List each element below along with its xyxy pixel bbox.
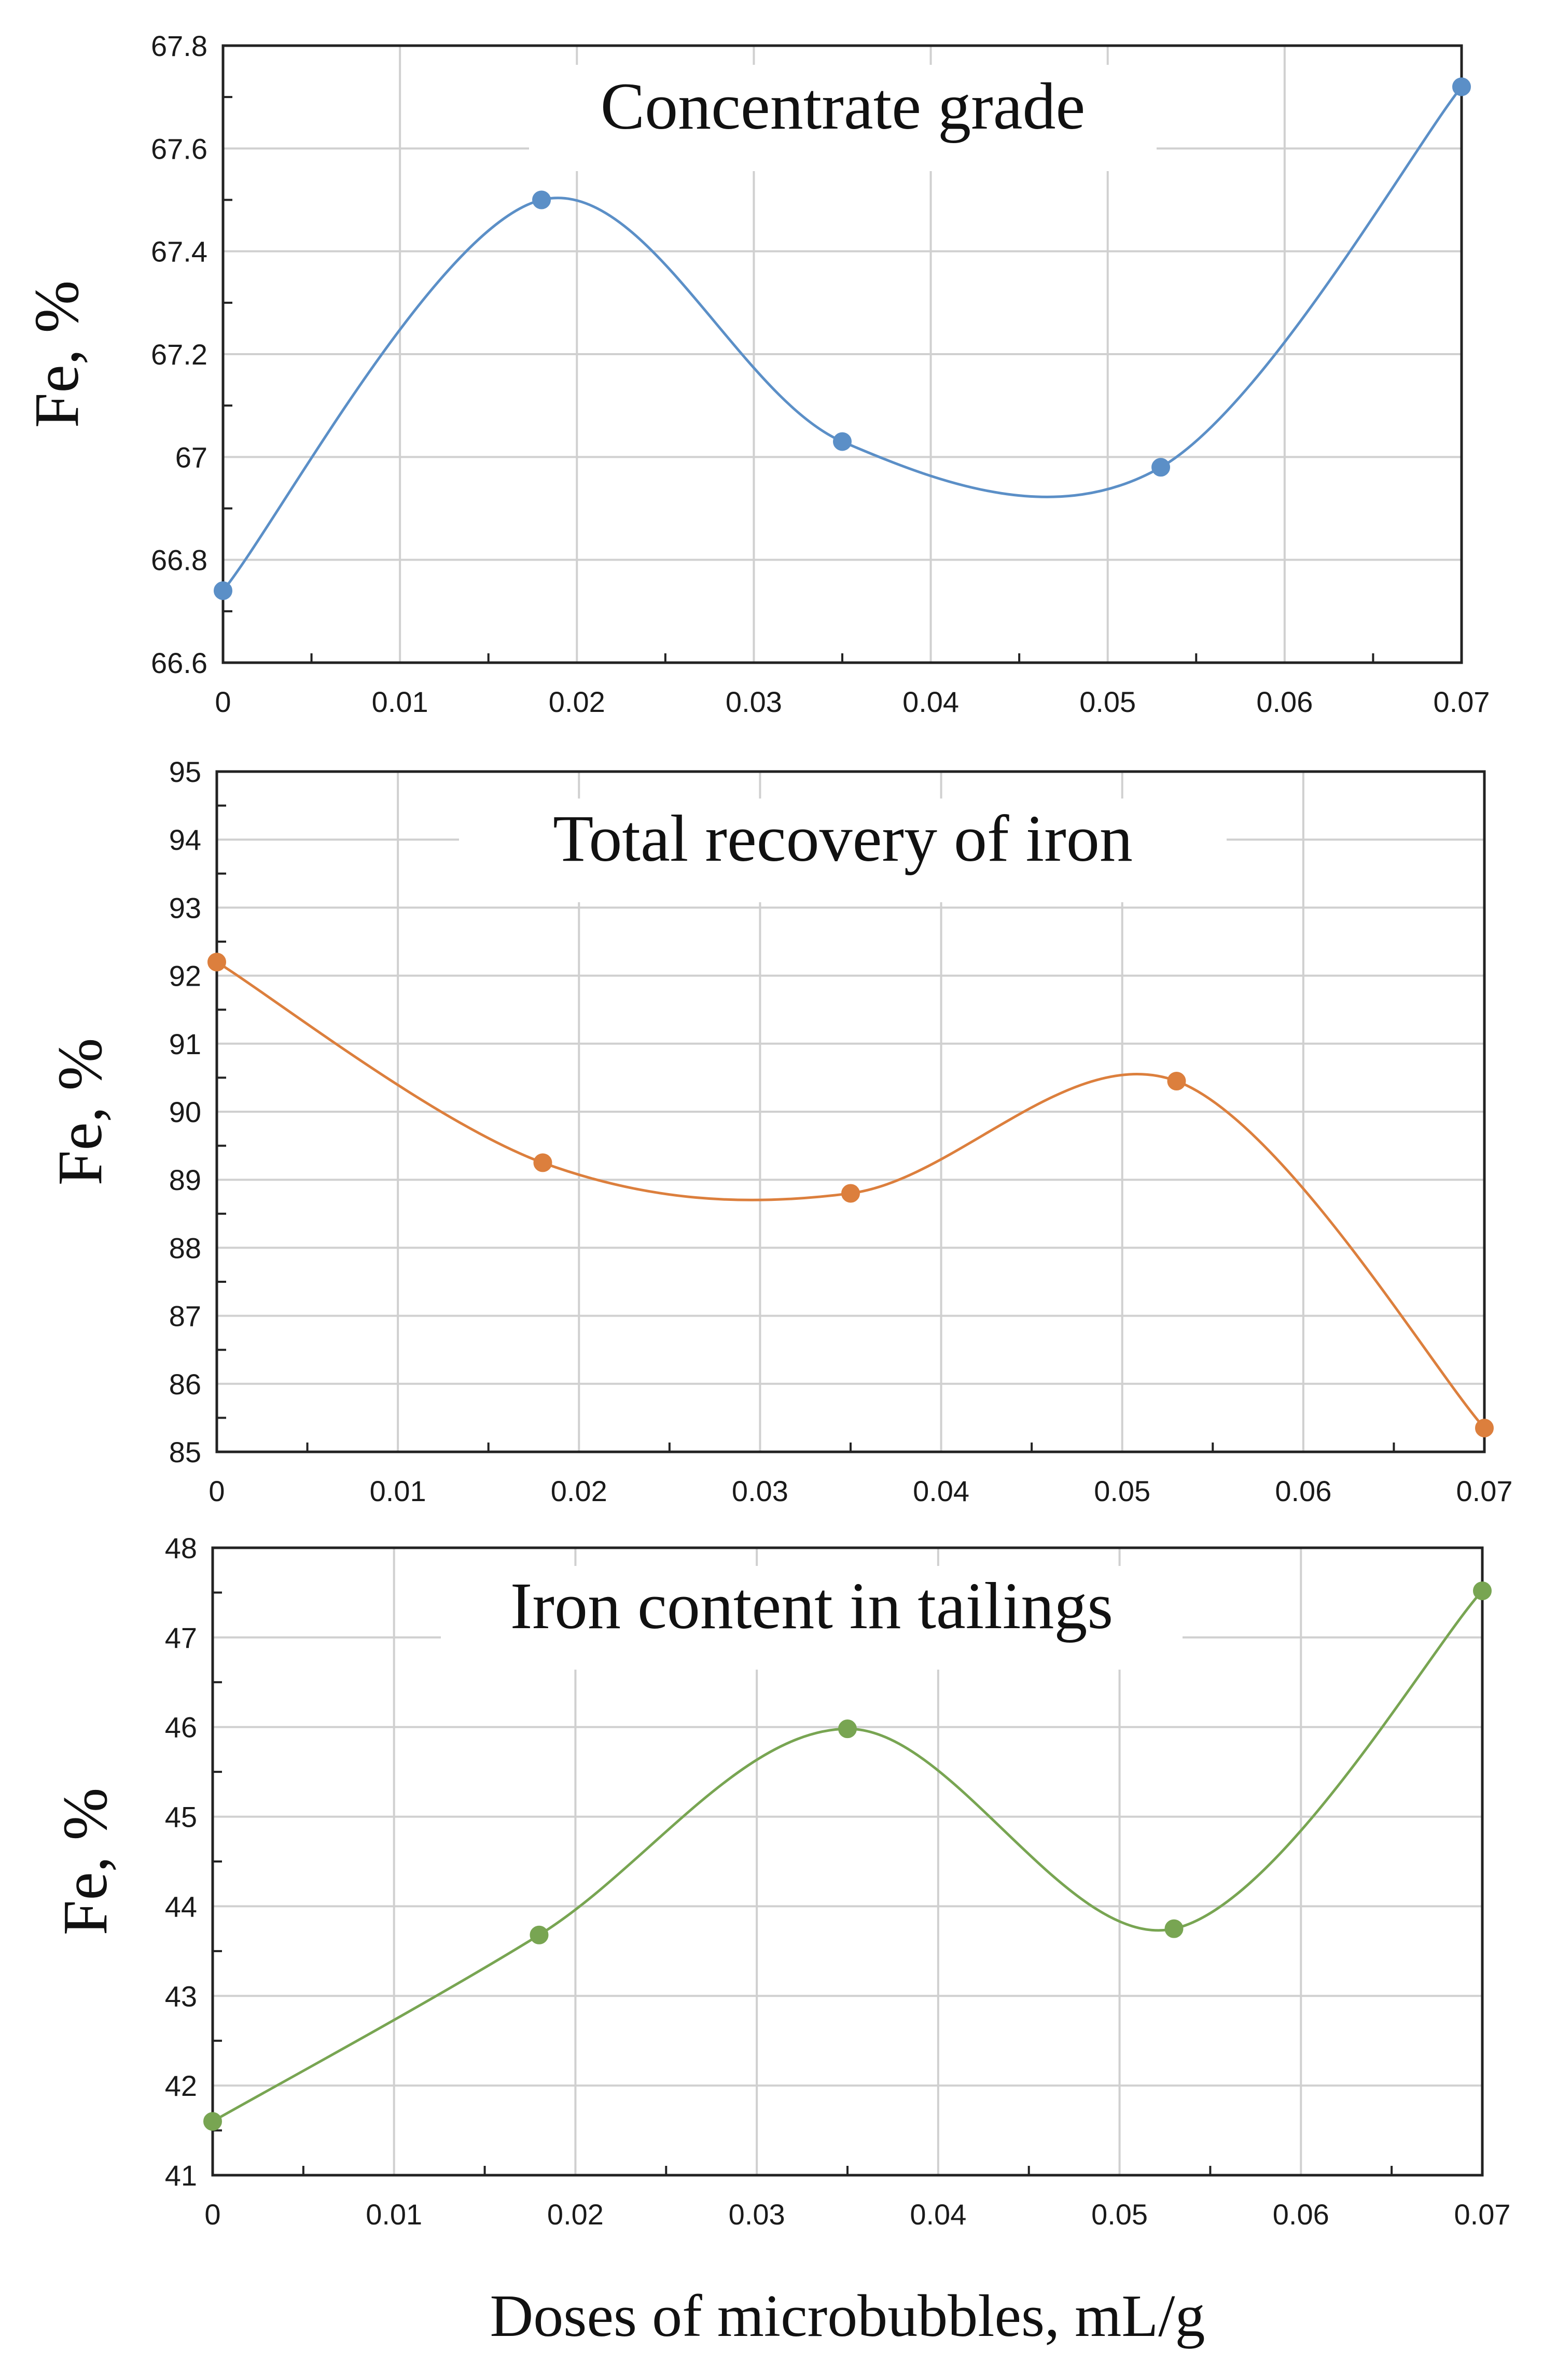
x-tick-label: 0.03: [732, 1475, 788, 1507]
x-tick-label: 0.04: [913, 1475, 969, 1507]
y-tick-label: 45: [165, 1801, 197, 1833]
y-tick-label: 42: [165, 2069, 197, 2102]
data-point: [1151, 458, 1171, 477]
data-point: [841, 1184, 860, 1203]
x-tick-label: 0.06: [1256, 685, 1313, 718]
x-axis-label: Doses of microbubbles, mL/g: [490, 2283, 1205, 2349]
series-line: [216, 961, 1485, 1429]
y-tick-label: 91: [169, 1028, 201, 1060]
y-tick-label: 48: [165, 1532, 197, 1564]
series-line: [212, 1590, 1483, 2123]
series-line: [222, 86, 1463, 592]
x-tick-label: 0.06: [1275, 1475, 1331, 1507]
chart-title: Concentrate grade: [601, 69, 1086, 143]
data-point: [214, 581, 232, 600]
y-tick-label: 41: [165, 2159, 197, 2192]
data-point: [833, 432, 852, 451]
x-tick-label: 0.01: [372, 685, 428, 718]
x-tick-label: 0.03: [726, 685, 782, 718]
y-axis-label: Fe, %: [45, 1038, 115, 1186]
y-tick-label: 44: [165, 1890, 197, 1923]
x-tick-label: 0.05: [1079, 685, 1136, 718]
x-tick-label: 0.06: [1273, 2198, 1329, 2231]
x-tick-label: 0.02: [549, 685, 605, 718]
y-tick-label: 85: [169, 1436, 201, 1468]
x-tick-label: 0: [208, 1475, 225, 1507]
y-axis-label: Fe, %: [22, 281, 92, 428]
y-tick-label: 86: [169, 1368, 201, 1401]
y-tick-label: 94: [169, 823, 201, 856]
y-tick-label: 66.6: [151, 647, 207, 679]
x-tick-label: 0.01: [366, 2198, 422, 2231]
chart-panel-3: 0 0.01 0.02 0.03 0.04 0.05 0.06 0.07 41 42 43 44 45 4…: [50, 1532, 1511, 2349]
data-point: [203, 2112, 222, 2131]
data-point: [532, 190, 551, 209]
chart-title-background: [459, 799, 1227, 902]
data-point: [1164, 1919, 1184, 1938]
y-tick-label: 67.2: [151, 338, 207, 371]
y-tick-label: 88: [169, 1231, 201, 1264]
x-tick-label: 0.01: [370, 1475, 426, 1507]
y-tick-label: 93: [169, 891, 201, 924]
chart-root: 0 0.01 0.02 0.03 0.04 0.05 0.06 0.07 66.6 66.8 67 6…: [22, 30, 1513, 2349]
y-tick-label: 87: [169, 1300, 201, 1333]
data-point: [1475, 1419, 1494, 1438]
x-tick-label: 0.04: [910, 2198, 966, 2231]
x-tick-label: 0.07: [1456, 1475, 1513, 1507]
y-tick-label: 46: [165, 1711, 197, 1744]
x-tick-label: 0.07: [1434, 685, 1490, 718]
data-point: [207, 953, 226, 972]
data-point: [1452, 77, 1471, 96]
chart-panel-2: 0 0.01 0.02 0.03 0.04 0.05 0.06 0.07 85 86 87 88 89 9…: [45, 755, 1513, 1507]
y-tick-label: 92: [169, 960, 201, 992]
y-tick-label: 67.6: [151, 132, 207, 165]
x-tick-label: 0.04: [902, 685, 959, 718]
chart-title-background: [529, 65, 1157, 171]
y-tick-label: 67: [175, 441, 207, 473]
x-tick-label: 0.05: [1094, 1475, 1150, 1507]
y-axis-label: Fe, %: [50, 1788, 120, 1936]
x-tick-label: 0.02: [551, 1475, 607, 1507]
x-tick-label: 0.03: [729, 2198, 785, 2231]
chart-title: Iron content in tailings: [510, 1569, 1113, 1643]
y-tick-label: 66.8: [151, 544, 207, 577]
y-tick-label: 90: [169, 1096, 201, 1128]
y-tick-label: 47: [165, 1621, 197, 1654]
y-tick-label: 95: [169, 755, 201, 788]
data-point: [530, 1925, 549, 1944]
data-point: [1167, 1071, 1186, 1090]
chart-title: Total recovery of iron: [553, 802, 1133, 875]
data-point: [1473, 1581, 1492, 1600]
chart-panel-1: 0 0.01 0.02 0.03 0.04 0.05 0.06 0.07 66.6 66.8 67 6…: [22, 30, 1490, 718]
x-tick-label: 0.02: [547, 2198, 604, 2231]
x-tick-label: 0: [204, 2198, 220, 2231]
x-tick-label: 0.05: [1091, 2198, 1148, 2231]
x-tick-label: 0.07: [1454, 2198, 1511, 2231]
y-tick-label: 67.8: [151, 30, 207, 62]
data-point: [838, 1719, 857, 1739]
y-tick-label: 67.4: [151, 235, 207, 268]
y-tick-label: 43: [165, 1980, 197, 2012]
x-tick-label: 0: [215, 685, 231, 718]
data-point: [533, 1153, 552, 1172]
chart-title-background: [441, 1566, 1183, 1670]
y-tick-label: 89: [169, 1164, 201, 1196]
